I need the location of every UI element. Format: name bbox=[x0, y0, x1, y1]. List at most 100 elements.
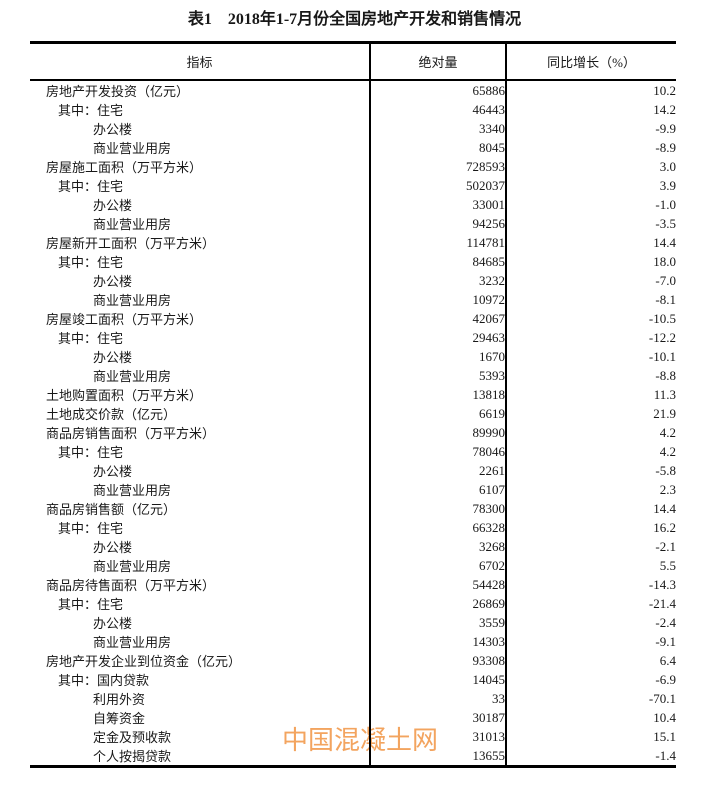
indicator-cell: 房地产开发投资（亿元） bbox=[30, 80, 371, 100]
indicator-cell: 定金及预收款 bbox=[30, 727, 371, 746]
indicator-cell: 商业营业用房 bbox=[30, 556, 371, 575]
indicator-cell: 办公楼 bbox=[30, 347, 371, 366]
indicator-cell: 商品房销售额（亿元） bbox=[30, 499, 371, 518]
indicator-cell: 土地成交价款（亿元） bbox=[30, 404, 371, 423]
table-row: 办公楼 3268 -2.1 bbox=[30, 537, 676, 556]
table-row: 商品房待售面积（万平方米） 54428 -14.3 bbox=[30, 575, 676, 594]
absolute-amount-cell: 89990 bbox=[370, 423, 507, 442]
table-row: 自筹资金 30187 10.4 bbox=[30, 708, 676, 727]
indicator-cell: 其中：住宅 bbox=[30, 518, 371, 537]
table-row: 利用外资 33 -70.1 bbox=[30, 689, 676, 708]
absolute-amount-cell: 502037 bbox=[370, 176, 507, 195]
absolute-amount-cell: 26869 bbox=[370, 594, 507, 613]
indicator-cell: 自筹资金 bbox=[30, 708, 371, 727]
yoy-growth-cell: -6.9 bbox=[655, 671, 676, 687]
indicator-cell: 土地购置面积（万平方米） bbox=[30, 385, 371, 404]
absolute-amount-cell: 3340 bbox=[370, 119, 507, 138]
indicator-cell: 商业营业用房 bbox=[30, 632, 371, 651]
table-row: 商业营业用房 10972 -8.1 bbox=[30, 290, 676, 309]
yoy-growth-cell: -8.9 bbox=[655, 139, 676, 155]
table-row: 办公楼 3232 -7.0 bbox=[30, 271, 676, 290]
table-row: 房地产开发企业到位资金（亿元） 93308 6.4 bbox=[30, 651, 676, 670]
yoy-growth-cell: -21.4 bbox=[648, 595, 676, 611]
yoy-growth-cell: -9.9 bbox=[655, 120, 676, 136]
absolute-amount-cell: 3268 bbox=[370, 537, 507, 556]
yoy-growth-cell: -70.1 bbox=[648, 690, 676, 706]
absolute-amount-cell: 5393 bbox=[370, 366, 507, 385]
table-row: 商业营业用房 5393 -8.8 bbox=[30, 366, 676, 385]
indicator-cell: 其中：住宅 bbox=[30, 252, 371, 271]
yoy-growth-cell: -2.4 bbox=[655, 614, 676, 630]
column-header-absolute-amount: 绝对量 bbox=[370, 42, 507, 81]
table-row: 办公楼 3559 -2.4 bbox=[30, 613, 676, 632]
table-row: 办公楼 2261 -5.8 bbox=[30, 461, 676, 480]
table-row: 商业营业用房 94256 -3.5 bbox=[30, 214, 676, 233]
table-body: 房地产开发投资（亿元） 65886 10.2 其中：住宅 46443 14.2 办公楼 334… bbox=[30, 80, 676, 767]
indicator-cell: 其中：住宅 bbox=[30, 100, 371, 119]
absolute-amount-cell: 3232 bbox=[370, 271, 507, 290]
table-row: 商品房销售额（亿元） 78300 14.4 bbox=[30, 499, 676, 518]
yoy-growth-cell: -12.2 bbox=[648, 329, 676, 345]
indicator-cell: 办公楼 bbox=[30, 537, 371, 556]
indicator-cell: 办公楼 bbox=[30, 461, 371, 480]
table-row: 个人按揭贷款 13655 -1.4 bbox=[30, 746, 676, 767]
yoy-growth-cell: -1.4 bbox=[655, 747, 676, 763]
table-row: 商业营业用房 14303 -9.1 bbox=[30, 632, 676, 651]
absolute-amount-cell: 33001 bbox=[370, 195, 507, 214]
absolute-amount-cell: 10972 bbox=[370, 290, 507, 309]
table-row: 土地购置面积（万平方米） 13818 11.3 bbox=[30, 385, 676, 404]
yoy-growth-cell: 21.9 bbox=[653, 405, 676, 421]
absolute-amount-cell: 8045 bbox=[370, 138, 507, 157]
table-row: 其中：住宅 78046 4.2 bbox=[30, 442, 676, 461]
indicator-cell: 其中：住宅 bbox=[30, 442, 371, 461]
indicator-cell: 其中：国内贷款 bbox=[30, 670, 371, 689]
indicator-cell: 办公楼 bbox=[30, 119, 371, 138]
table-row: 其中：住宅 84685 18.0 bbox=[30, 252, 676, 271]
absolute-amount-cell: 93308 bbox=[370, 651, 507, 670]
yoy-growth-cell: -2.1 bbox=[655, 538, 676, 554]
indicator-cell: 个人按揭贷款 bbox=[30, 746, 371, 767]
yoy-growth-cell: 4.2 bbox=[659, 443, 676, 459]
column-header-indicator: 指标 bbox=[30, 42, 371, 81]
yoy-growth-cell: 16.2 bbox=[653, 519, 676, 535]
indicator-cell: 房地产开发企业到位资金（亿元） bbox=[30, 651, 371, 670]
table-row: 办公楼 1670 -10.1 bbox=[30, 347, 676, 366]
yoy-growth-cell: 15.1 bbox=[653, 728, 676, 744]
table-row: 办公楼 33001 -1.0 bbox=[30, 195, 676, 214]
yoy-growth-cell: 2.3 bbox=[659, 481, 676, 497]
absolute-amount-cell: 6619 bbox=[370, 404, 507, 423]
yoy-growth-cell: 18.0 bbox=[653, 253, 676, 269]
indicator-cell: 利用外资 bbox=[30, 689, 371, 708]
table-row: 商业营业用房 8045 -8.9 bbox=[30, 138, 676, 157]
absolute-amount-cell: 14303 bbox=[370, 632, 507, 651]
indicator-cell: 房屋新开工面积（万平方米） bbox=[30, 233, 371, 252]
indicator-cell: 房屋竣工面积（万平方米） bbox=[30, 309, 371, 328]
table-row: 其中：住宅 46443 14.2 bbox=[30, 100, 676, 119]
indicator-cell: 房屋施工面积（万平方米） bbox=[30, 157, 371, 176]
indicator-cell: 办公楼 bbox=[30, 271, 371, 290]
page-title: 表1 2018年1-7月份全国房地产开发和销售情况 bbox=[187, 11, 522, 28]
absolute-amount-cell: 6107 bbox=[370, 480, 507, 499]
table-row: 办公楼 3340 -9.9 bbox=[30, 119, 676, 138]
yoy-growth-cell: 3.0 bbox=[659, 158, 676, 174]
absolute-amount-cell: 14045 bbox=[370, 670, 507, 689]
table-row: 商品房销售面积（万平方米） 89990 4.2 bbox=[30, 423, 676, 442]
table-row: 其中：住宅 502037 3.9 bbox=[30, 176, 676, 195]
absolute-amount-cell: 13818 bbox=[370, 385, 507, 404]
absolute-amount-cell: 46443 bbox=[370, 100, 507, 119]
indicator-cell: 商业营业用房 bbox=[30, 138, 371, 157]
table-row: 其中：国内贷款 14045 -6.9 bbox=[30, 670, 676, 689]
absolute-amount-cell: 33 bbox=[370, 689, 507, 708]
yoy-growth-cell: -5.8 bbox=[655, 462, 676, 478]
table-row: 土地成交价款（亿元） 6619 21.9 bbox=[30, 404, 676, 423]
indicator-cell: 其中：住宅 bbox=[30, 594, 371, 613]
table-row: 房屋新开工面积（万平方米） 114781 14.4 bbox=[30, 233, 676, 252]
yoy-growth-cell: 14.4 bbox=[653, 234, 676, 250]
yoy-growth-cell: -1.0 bbox=[655, 196, 676, 212]
yoy-growth-cell: -3.5 bbox=[655, 215, 676, 231]
absolute-amount-cell: 6702 bbox=[370, 556, 507, 575]
absolute-amount-cell: 728593 bbox=[370, 157, 507, 176]
absolute-amount-cell: 84685 bbox=[370, 252, 507, 271]
absolute-amount-cell: 65886 bbox=[370, 80, 507, 100]
indicator-cell: 商品房销售面积（万平方米） bbox=[30, 423, 371, 442]
